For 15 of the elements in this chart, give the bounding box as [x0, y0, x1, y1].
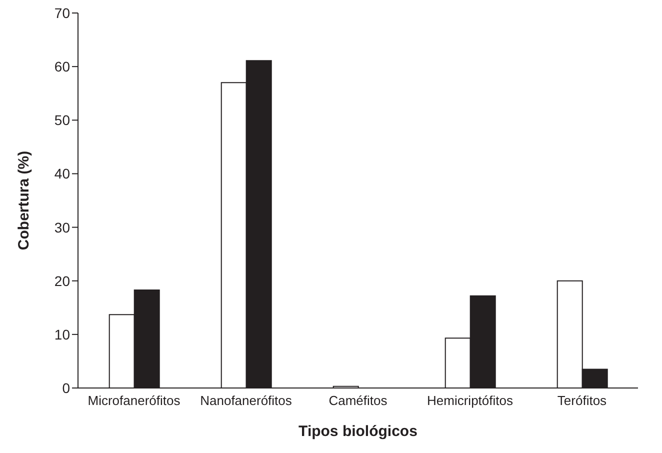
- y-tick-label: 10: [54, 326, 70, 342]
- x-tick-label: Caméfitos: [328, 393, 388, 408]
- y-tick-label: 50: [54, 112, 70, 128]
- x-tick-label: Terófitos: [557, 393, 608, 408]
- y-tick-label: 70: [54, 4, 70, 21]
- x-axis-title: Tipos biológicos: [298, 423, 418, 440]
- y-tick-label: 60: [54, 58, 70, 75]
- y-tick-label: 30: [54, 219, 70, 236]
- x-tick-label: Hemicriptófitos: [427, 393, 514, 408]
- y-tick-label: 40: [54, 166, 70, 182]
- y-tick-label: 20: [54, 272, 70, 289]
- x-tick-label: Microfanerófitos: [88, 393, 181, 408]
- x-tick-label: Nanofanerófitos: [200, 393, 292, 408]
- y-tick-label: 0: [62, 380, 70, 396]
- y-axis-title: Cobertura (%): [15, 150, 32, 250]
